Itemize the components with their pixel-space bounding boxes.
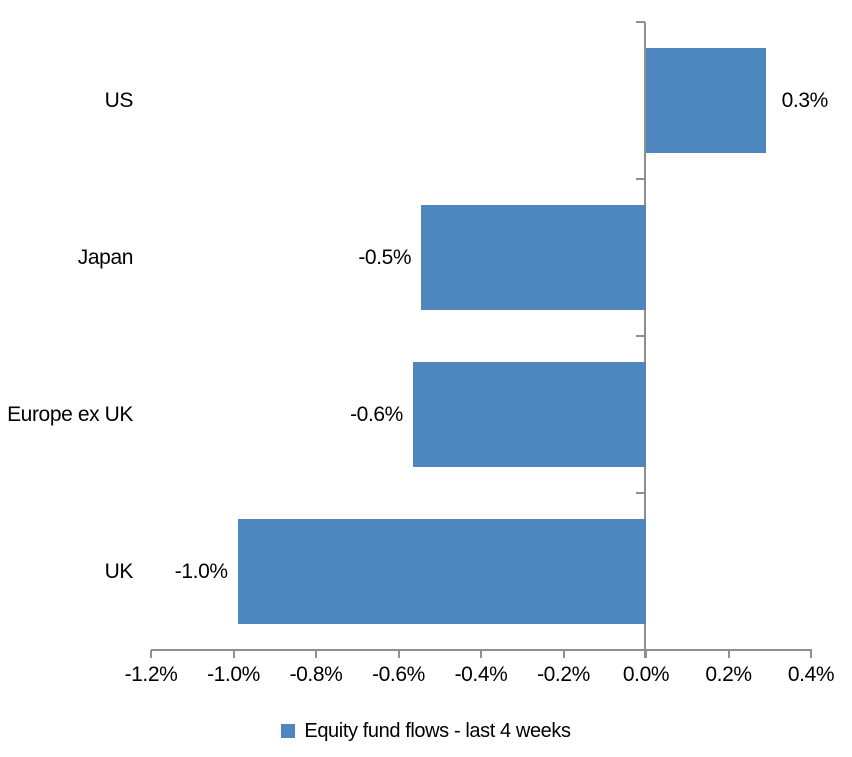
value-axis-label-0-4-: 0.4% — [787, 663, 835, 686]
value-axis-tick — [645, 650, 647, 658]
legend[interactable]: Equity fund flows - last 4 weeks — [0, 716, 852, 746]
data-label-japan: -0.5% — [358, 245, 412, 269]
value-axis-tick — [315, 650, 317, 658]
category-axis-tick — [636, 178, 645, 180]
data-label-europe-ex-uk: -0.6% — [350, 402, 403, 426]
value-axis-tick — [562, 650, 565, 658]
category-axis-tick — [636, 492, 645, 494]
value-axis-label--1-2-: -1.2% — [124, 663, 178, 686]
value-axis-label-0-0-: 0.0% — [622, 663, 670, 686]
value-axis-label--0-6-: -0.6% — [372, 663, 425, 686]
value-axis-tick — [397, 650, 400, 658]
bar-europe-ex-uk[interactable] — [412, 362, 646, 467]
bar-uk[interactable] — [237, 519, 646, 624]
value-axis-tick — [150, 650, 152, 658]
value-axis-tick — [480, 650, 482, 658]
data-label-us: 0.3% — [781, 88, 829, 112]
value-axis-label--0-8-: -0.8% — [289, 663, 343, 686]
category-axis-tick — [636, 335, 645, 337]
data-label-uk: -1.0% — [174, 559, 228, 583]
category-label-europe-ex-uk: Europe ex UK — [7, 402, 133, 426]
category-label-uk: UK — [104, 559, 134, 583]
bar-us[interactable] — [646, 48, 766, 153]
legend-swatch-icon — [281, 724, 296, 738]
value-axis-label-0-2-: 0.2% — [705, 663, 752, 686]
value-axis-tick — [727, 650, 730, 658]
value-axis-tick — [232, 650, 235, 658]
category-axis-tick — [636, 21, 645, 23]
value-axis-label--1-0-: -1.0% — [207, 663, 260, 686]
value-axis-tick — [810, 650, 812, 658]
bar-japan[interactable] — [421, 205, 646, 310]
value-axis-label--0-4-: -0.4% — [454, 663, 508, 686]
category-label-us: US — [104, 88, 134, 112]
value-axis-label--0-2-: -0.2% — [537, 663, 590, 686]
legend-label: Equity fund flows - last 4 weeks — [304, 720, 571, 742]
category-label-japan: Japan — [77, 245, 134, 269]
category-axis-line — [644, 22, 646, 658]
